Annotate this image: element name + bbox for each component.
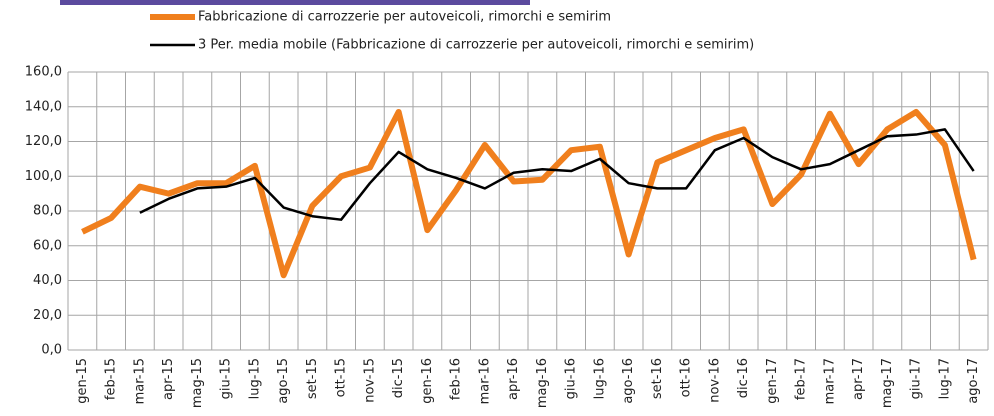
y-tick-label: 80,0: [33, 204, 62, 219]
x-tick-label: gen-16: [420, 358, 435, 404]
x-tick-label: feb-17: [794, 358, 809, 400]
x-tick-label: giu-16: [564, 358, 579, 399]
y-tick-label: 0,0: [41, 343, 62, 358]
header-bar: [60, 0, 530, 5]
x-tick-label: mar-17: [822, 358, 837, 404]
series-line: [139, 128, 975, 221]
x-tick-label: gen-15: [75, 358, 90, 404]
series-line: [81, 108, 977, 279]
x-tick-label: nov-15: [362, 358, 377, 403]
y-tick-label: 40,0: [33, 273, 62, 288]
x-tick-label: lug-15: [247, 358, 262, 399]
y-tick-label: 140,0: [25, 99, 62, 114]
y-tick-label: 60,0: [33, 238, 62, 253]
x-tick-label: ago-17: [966, 358, 981, 404]
x-tick-label: nov-16: [707, 358, 722, 403]
x-tick-label: ott-16: [679, 358, 694, 397]
x-tick-label: lug-16: [592, 358, 607, 399]
x-tick-label: gen-17: [765, 358, 780, 404]
x-tick-label: apr-15: [161, 358, 176, 400]
x-tick-label: feb-15: [104, 358, 119, 400]
x-tick-label: ago-15: [276, 358, 291, 404]
y-tick-label: 20,0: [33, 308, 62, 323]
x-tick-label: dic-15: [391, 358, 406, 398]
x-tick-label: giu-15: [219, 358, 234, 399]
x-tick-label: dic-16: [736, 358, 751, 398]
legend-label: Fabbricazione di carrozzerie per autovei…: [198, 10, 611, 25]
y-tick-label: 160,0: [25, 65, 62, 80]
x-tick-label: apr-16: [506, 358, 521, 400]
y-tick-label: 100,0: [25, 169, 62, 184]
x-tick-label: ott-15: [334, 358, 349, 397]
x-tick-label: giu-17: [909, 358, 924, 399]
x-tick-label: mag-16: [535, 358, 550, 408]
x-tick-label: set-16: [650, 358, 665, 399]
legend-label: 3 Per. media mobile (Fabbricazione di ca…: [198, 38, 754, 53]
x-tick-label: ago-16: [621, 358, 636, 404]
y-tick-label: 120,0: [25, 134, 62, 149]
x-tick-label: feb-16: [449, 358, 464, 400]
x-tick-label: mag-17: [880, 358, 895, 408]
x-tick-label: mag-15: [190, 358, 205, 408]
x-tick-label: mar-16: [477, 358, 492, 404]
x-tick-label: set-15: [305, 358, 320, 399]
x-tick-label: apr-17: [851, 358, 866, 400]
x-tick-label: lug-17: [937, 358, 952, 399]
x-tick-label: mar-15: [132, 358, 147, 404]
